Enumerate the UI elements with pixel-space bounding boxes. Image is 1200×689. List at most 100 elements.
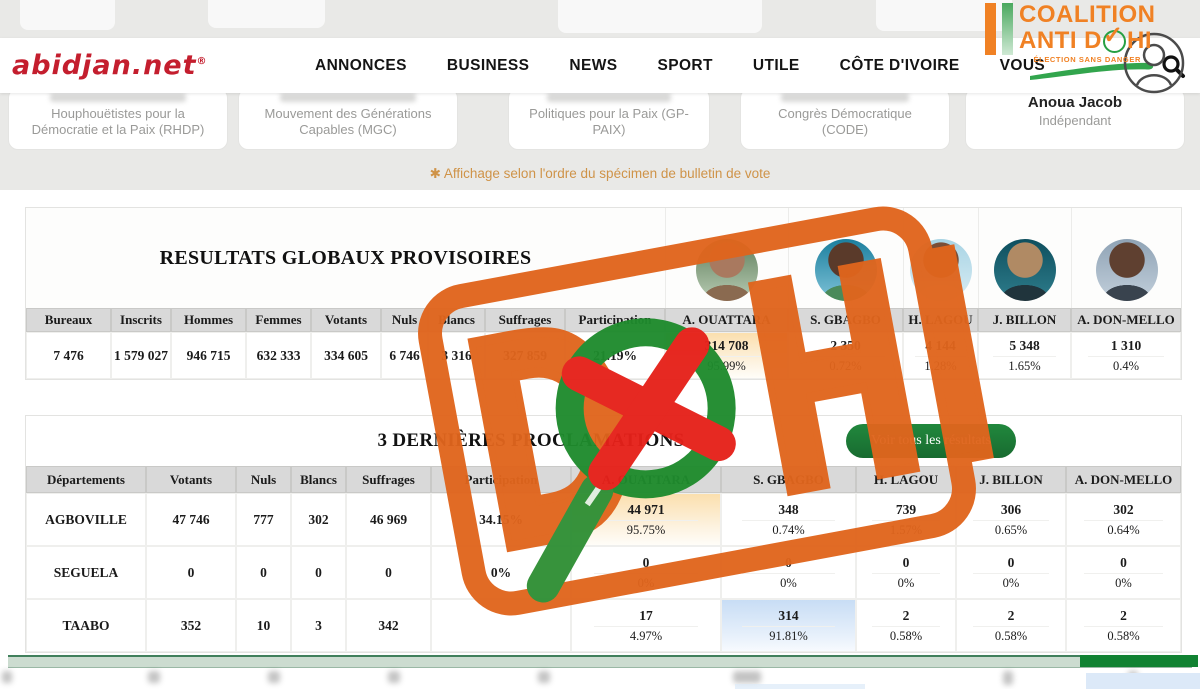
cell: 3	[291, 599, 346, 652]
cell-donmello: 302 0.64%	[1066, 493, 1181, 546]
th2-suffrages: Suffrages	[346, 466, 431, 493]
horizontal-scrollbar[interactable]	[8, 655, 1198, 668]
see-all-results-button[interactable]: Voir tous les résultats	[846, 424, 1016, 458]
cell-hommes: 946 715	[171, 332, 246, 379]
candidate-name: Anoua Jacob	[1027, 94, 1123, 111]
cell-ouattara: 0 0%	[571, 546, 721, 599]
candidate-card-gppaix[interactable]: Politiques pour la Paix (GP- PAIX)	[508, 88, 710, 150]
green-swoosh-icon	[1030, 62, 1154, 80]
cell-gbagbo: 0 0%	[721, 546, 856, 599]
ballot-order-note: ✱ Affichage selon l'ordre du spécimen de…	[429, 166, 771, 181]
anti-dohi-text: ANTI D ✓ HI	[1019, 21, 1152, 54]
cell: 777	[236, 493, 291, 546]
cell-lagou: 739 1.57%	[856, 493, 956, 546]
party-line: Capables (MGC)	[299, 122, 397, 138]
th2-billon: J. BILLON	[956, 466, 1066, 493]
party-line: Politiques pour la Paix (GP-	[529, 106, 689, 121]
th-gbagbo: S. GBAGBO	[788, 308, 903, 332]
cell-billon: 5 348 1.65%	[978, 332, 1071, 379]
nav-menu: ANNONCES BUSINESS NEWS SPORT UTILE CÔTE …	[315, 38, 1045, 93]
th-inscrits: Inscrits	[111, 308, 171, 332]
th2-blancs: Blancs	[291, 466, 346, 493]
cell-suffrages: 327 859	[485, 332, 565, 379]
cell: 0	[146, 546, 236, 599]
th-suffrages: Suffrages	[485, 308, 565, 332]
top-navbar: abidjan.net® ANNONCES BUSINESS NEWS SPOR…	[0, 38, 1200, 93]
candidate-photo-cell	[978, 208, 1071, 308]
cell: 352	[146, 599, 236, 652]
cell-femmes: 632 333	[246, 332, 311, 379]
blurred-candidate-name	[50, 93, 186, 102]
dohi-stamp: D HI	[409, 188, 1026, 624]
th-hommes: Hommes	[171, 308, 246, 332]
dept-seguela: SEGUELA	[26, 546, 146, 599]
background-card	[558, 0, 762, 33]
background-card	[20, 0, 115, 30]
cell: 34.15%	[431, 493, 571, 546]
cell: 302	[291, 493, 346, 546]
dept-agboville: AGBOVILLE	[26, 493, 146, 546]
blurred-text	[1003, 671, 1013, 685]
blurred-text	[268, 671, 280, 683]
cell-gbagbo: 314 91.81%	[721, 599, 856, 652]
cell: 342	[346, 599, 431, 652]
global-results-title: RESULTATS GLOBAUX PROVISOIRES	[159, 246, 532, 269]
dept-taabo: TAABO	[26, 599, 146, 652]
registered-mark: ®	[196, 56, 208, 67]
search-icon[interactable]	[1160, 53, 1186, 79]
candidate-photo-ouattara	[696, 239, 758, 301]
person-icon	[1123, 32, 1185, 94]
blurred-candidate-name	[280, 93, 416, 102]
cell-lagou: 2 0.58%	[856, 599, 956, 652]
th-lagou: H. LAGOU	[903, 308, 978, 332]
blurred-text	[148, 671, 160, 683]
candidate-card-rhdp[interactable]: Houphouëtistes pour la Démocratie et la …	[8, 88, 228, 150]
party-line: Mouvement des Générations	[264, 106, 432, 121]
blurred-candidate-name	[547, 93, 671, 102]
cell-donmello: 2 0.58%	[1066, 599, 1181, 652]
cell: 47 746	[146, 493, 236, 546]
candidate-photo-cell	[788, 208, 903, 308]
candidate-photo-lagou	[910, 239, 972, 301]
th2-votants: Votants	[146, 466, 236, 493]
th-femmes: Femmes	[246, 308, 311, 332]
cell-billon: 2 0.58%	[956, 599, 1066, 652]
th2-departements: Départements	[26, 466, 146, 493]
logo-bar-orange	[985, 3, 996, 55]
site-logo[interactable]: abidjan.net®	[12, 50, 208, 81]
global-results-panel: RESULTATS GLOBAUX PROVISOIRES Bureaux In…	[25, 207, 1182, 380]
candidate-photo-cell	[903, 208, 978, 308]
nav-item-annonces[interactable]: ANNONCES	[315, 56, 407, 74]
coalition-anti-dohi-logo: COALITION ANTI D ✓ HI ÉLECTION SANS DANGER	[985, 3, 1156, 64]
blurred-text	[388, 671, 400, 683]
th-donmello: A. DON-MELLO	[1071, 308, 1181, 332]
party-line: Congrès Démocratique	[778, 106, 912, 121]
candidate-card-independant[interactable]: Anoua Jacob Indépendant	[965, 88, 1185, 150]
nav-item-utile[interactable]: UTILE	[752, 56, 800, 74]
cell-donmello: 1 310 0.4%	[1071, 332, 1181, 379]
candidate-photo-cell	[1071, 208, 1181, 308]
candidate-card-code[interactable]: Congrès Démocratique (CODE)	[740, 88, 950, 150]
th-blancs: Blancs	[428, 308, 485, 332]
nav-item-business[interactable]: BUSINESS	[446, 56, 530, 74]
logo-tagline: ÉLECTION SANS DANGER	[1033, 55, 1141, 64]
nav-item-news[interactable]: NEWS	[569, 56, 618, 74]
th2-participation: Participation	[431, 466, 571, 493]
cell: 10	[236, 599, 291, 652]
cell-lagou: 4 144 1.28%	[903, 332, 978, 379]
candidate-photo-donmello	[1095, 239, 1158, 301]
th2-donmello: A. DON-MELLO	[1066, 466, 1181, 493]
th-votants: Votants	[311, 308, 381, 332]
cell-votants: 334 605	[311, 332, 381, 379]
nav-item-sport[interactable]: SPORT	[657, 56, 713, 74]
candidate-card-mgc[interactable]: Mouvement des Générations Capables (MGC)	[238, 88, 458, 150]
nav-item-vous[interactable]: VOUS	[999, 56, 1046, 74]
cell-nuls: 6 746	[381, 332, 428, 379]
coalition-text: COALITION	[1019, 1, 1156, 28]
highlight-remnant	[735, 684, 865, 689]
cell-inscrits: 1 579 027	[111, 332, 171, 379]
background-card	[208, 0, 325, 28]
nav-item-cote-divoire[interactable]: CÔTE D'IVOIRE	[839, 56, 960, 74]
scrollbar-thumb[interactable]	[1080, 655, 1198, 667]
